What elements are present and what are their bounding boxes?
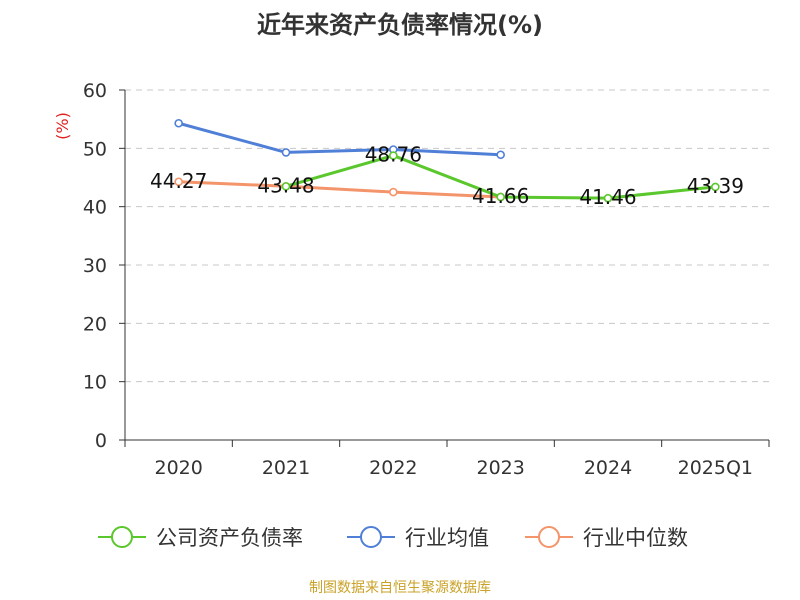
data-point <box>496 150 505 160</box>
legend-label: 行业均值 <box>405 526 489 550</box>
data-point <box>281 148 291 157</box>
data-point <box>711 182 720 192</box>
series-line <box>178 180 501 199</box>
y-tick-label: 40 <box>83 197 107 219</box>
data-label: 43.39 <box>687 174 744 198</box>
data-point <box>496 192 505 202</box>
series-layer <box>174 118 720 203</box>
legend-item: 行业均值 <box>347 526 489 550</box>
series-line <box>178 121 501 157</box>
legend-item: 行业中位数 <box>525 526 688 550</box>
x-tick-label: 2020 <box>154 457 202 479</box>
grid <box>125 89 769 383</box>
data-label: 43.48 <box>257 173 314 197</box>
legend: 公司资产负债率 行业均值 行业中位数 <box>98 526 688 550</box>
x-tick-label: 2021 <box>262 457 310 479</box>
y-tick-label: 20 <box>83 313 107 335</box>
y-tick-label: 50 <box>83 138 107 160</box>
x-tick-label: 2023 <box>476 457 524 479</box>
data-point <box>174 177 183 187</box>
y-tick-label: 30 <box>83 255 107 277</box>
y-tick-label: 0 <box>95 430 107 452</box>
x-tick-label: 2024 <box>584 457 632 479</box>
legend-label: 行业中位数 <box>583 526 688 550</box>
data-point <box>389 151 398 160</box>
x-tick-label: 2025Q1 <box>678 457 753 479</box>
legend-marker <box>538 526 560 548</box>
legend-label: 公司资产负债率 <box>156 526 303 550</box>
data-point <box>389 187 398 197</box>
data-label: 41.66 <box>472 184 529 208</box>
legend-item: 公司资产负债率 <box>98 526 303 550</box>
data-point <box>174 118 183 128</box>
data-label: 41.46 <box>579 185 636 209</box>
data-point <box>603 193 613 203</box>
y-tick-label: 60 <box>83 80 107 102</box>
y-tick-label: 10 <box>83 372 107 394</box>
chart-title: 近年来资产负债率情况(%) <box>257 11 543 39</box>
data-point <box>281 182 291 191</box>
data-label: 48.76 <box>365 143 422 167</box>
source-note: 制图数据来自恒生聚源数据库 <box>309 580 491 596</box>
data-label: 44.27 <box>150 169 207 193</box>
axes: 0 10 20 30 40 50 60 2020 2021 2022 2023 2024 2025Q1 <box>83 80 770 479</box>
legend-marker <box>111 526 133 548</box>
x-tick-label: 2022 <box>369 457 417 479</box>
legend-marker <box>360 526 382 548</box>
y-axis-label: (%) <box>53 112 72 140</box>
data-labels: 43.48 48.76 41.66 41.46 43.39 44.27 <box>150 143 744 210</box>
